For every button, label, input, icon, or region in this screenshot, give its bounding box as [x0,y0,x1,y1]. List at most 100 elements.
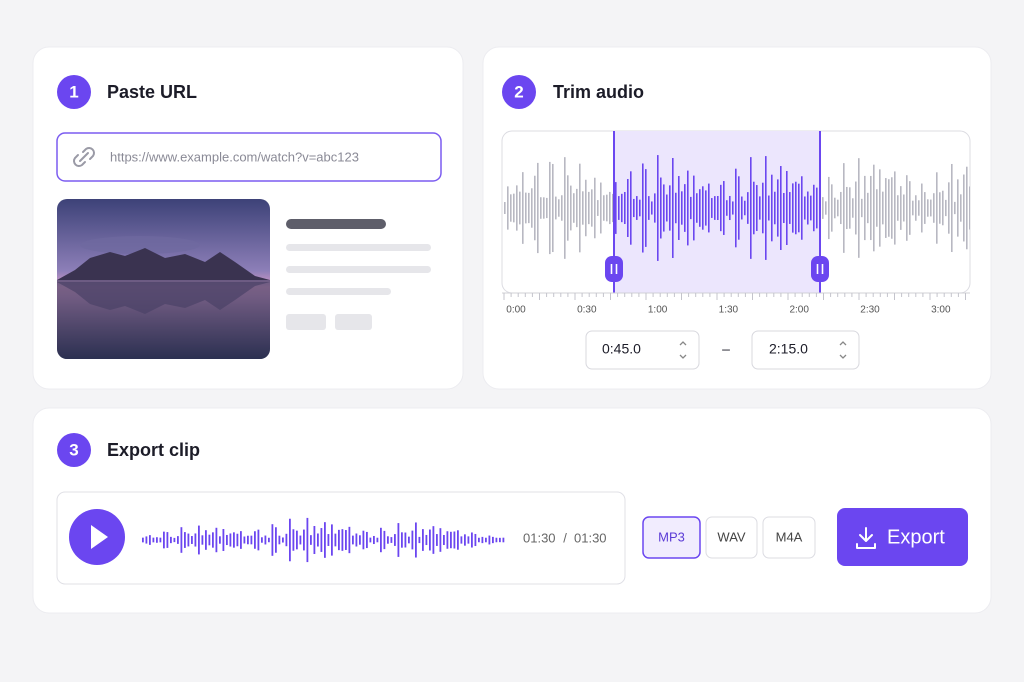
wave-bar [726,200,728,216]
wave-bar [729,195,731,221]
current-time: 01:30 [523,530,556,545]
wave-bar [903,194,905,222]
wave-bar [534,175,536,241]
wave-bar [666,194,668,222]
skeleton-text [286,219,431,330]
wave-bar [585,179,587,237]
wave-bar [948,182,950,234]
wave-bar [341,529,344,551]
wave-bar [621,193,623,223]
wave-bar [957,179,959,237]
wave-bar [313,526,316,554]
wave-bar [366,531,368,549]
export-button[interactable] [837,508,968,566]
wave-bar [240,531,242,549]
wave-bar [879,169,881,247]
wave-bar [397,523,400,557]
wave-bar [422,529,424,551]
wave-bar [945,199,947,217]
wave-bar [813,184,815,232]
wave-bar [897,195,899,221]
wave-bar [362,530,365,550]
start-time: 0:45.0 [602,341,641,357]
wave-bar [900,186,902,230]
spinner[interactable] [679,341,687,359]
step-title: Export clip [107,440,200,460]
wave-bar [142,537,144,543]
format-option[interactable] [762,516,816,559]
wave-bar [145,536,148,544]
wave-bar [942,190,944,226]
wave-bar [855,181,857,235]
trim-handle[interactable] [811,256,829,282]
wave-bar [401,532,403,548]
wave-bar [663,184,665,232]
wave-bar [573,193,575,223]
wave-bar [564,157,566,259]
wave-bar [831,184,833,232]
wave-bar [149,535,151,545]
wave-bar [338,529,340,551]
wave-bar [690,196,692,220]
wave-bar [924,192,926,224]
wave-bar [858,158,860,258]
wave-bar [373,535,375,545]
wave-bar [591,189,593,227]
wave-bar [783,192,785,224]
wave-bar [672,158,674,258]
range-separator: – [722,341,730,357]
time-input[interactable] [585,330,700,370]
wave-bar [828,176,830,240]
wave-bar [597,200,599,216]
format-option[interactable] [705,516,758,559]
wave-bar [387,536,389,544]
wave-bar [711,198,713,218]
wave-bar [159,537,162,543]
wave-bar [310,535,312,545]
wave-bar [594,177,596,239]
wave-bar [618,196,620,220]
wave-bar [684,184,686,232]
url-input[interactable] [56,132,442,182]
time-input[interactable] [751,330,860,370]
step-number: 3 [69,440,78,459]
wave-bar [173,537,176,543]
thumbnail [57,199,270,359]
format-option[interactable] [642,516,701,559]
wave-bar [861,198,863,218]
wave-bar [603,195,605,221]
wave-bar [561,195,563,221]
wave-bar [219,536,221,544]
wave-bar [579,163,581,253]
wave-bar [537,162,539,254]
wave-bar [492,536,494,544]
wave-bar [180,527,183,553]
wave-bar [187,533,190,547]
wave-bar [834,197,836,219]
wave-bar [609,191,611,225]
wave-bar [429,529,431,551]
wave-bar [278,535,281,545]
trim-handle[interactable] [605,256,623,282]
wave-bar [488,535,491,545]
wave-bar [271,524,274,556]
spinner[interactable] [839,341,847,359]
wave-bar [645,169,647,247]
wave-bar [630,171,632,245]
wave-bar [747,192,749,224]
wave-bar [549,161,551,255]
wave-bar [732,201,734,215]
wave-bar [675,192,677,224]
step-number: 2 [514,82,523,101]
wave-bar [348,526,351,554]
wave-bar [768,195,770,221]
wave-bar [936,172,938,244]
wave-bar [909,181,911,235]
wave-bar [681,191,683,225]
wave-bar [759,196,761,220]
wave-bar [439,528,442,552]
wave-bar [504,202,506,214]
wave-bar [624,191,626,225]
wave-bar [612,193,614,223]
